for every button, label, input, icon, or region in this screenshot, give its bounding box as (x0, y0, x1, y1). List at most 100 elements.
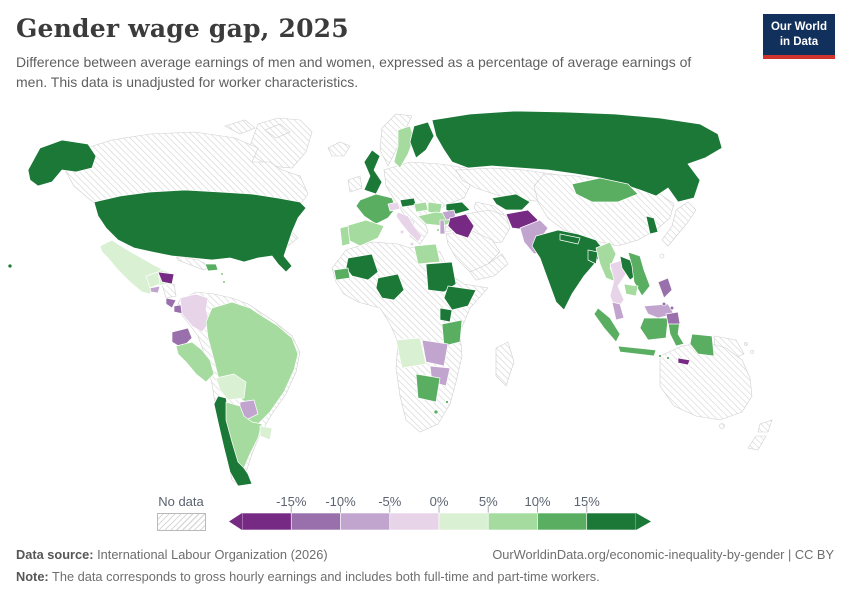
country-zambia[interactable] (421, 339, 449, 367)
legend-arrow-right (636, 513, 651, 530)
legend-tick-label: 10% (524, 494, 551, 509)
country-costa-rica[interactable] (165, 297, 177, 309)
country-iraq[interactable] (447, 213, 475, 239)
country-bangladesh[interactable] (587, 249, 599, 265)
country-indonesia-kalimantan[interactable] (639, 317, 669, 341)
legend-ticks (290, 505, 588, 513)
country-indonesia-java[interactable] (617, 345, 657, 357)
country-austria[interactable] (399, 197, 417, 208)
country-philippines-luzon[interactable] (657, 277, 673, 299)
legend-arrow-left (229, 513, 242, 530)
owid-logo[interactable]: Our World in Data (762, 14, 835, 59)
country-bolivia[interactable] (215, 373, 247, 401)
country-cambodia[interactable] (623, 283, 639, 297)
owid-logo-line1: Our World (770, 21, 827, 33)
country-timor-leste[interactable] (677, 357, 691, 366)
region-png-island (750, 350, 754, 354)
country-mongolia[interactable] (571, 177, 639, 203)
country-peru[interactable] (175, 341, 215, 383)
footer-note-line: Note: The data corresponds to gross hour… (16, 569, 834, 584)
region-new-zealand-south (747, 435, 767, 451)
country-antilles-dot[interactable] (220, 272, 224, 276)
country-malaysia-peninsula[interactable] (611, 301, 625, 321)
country-finland[interactable] (409, 121, 435, 159)
country-indonesia-sulawesi[interactable] (667, 319, 685, 347)
country-eswatini[interactable] (445, 400, 449, 404)
country-lesotho[interactable] (433, 409, 439, 415)
world-map (0, 106, 850, 491)
country-uganda[interactable] (439, 307, 453, 323)
legend-tick-label: -5% (378, 494, 402, 509)
country-spain[interactable] (345, 219, 385, 247)
legend-bin[interactable] (389, 512, 440, 530)
country-cyprus[interactable] (436, 228, 440, 232)
country-united-states-alaska[interactable] (27, 139, 97, 187)
country-dominican-republic[interactable] (204, 263, 219, 272)
country-ethiopia[interactable] (443, 285, 477, 311)
legend-no-data-swatch[interactable] (157, 513, 206, 531)
region-nicaragua (161, 283, 177, 299)
country-tanzania[interactable] (441, 319, 463, 347)
country-vietnam[interactable] (627, 251, 651, 297)
country-angola[interactable] (395, 337, 427, 369)
country-united-states[interactable] (93, 189, 307, 273)
country-nepal[interactable] (559, 233, 581, 245)
country-portugal[interactable] (339, 225, 351, 247)
country-indonesia-papua[interactable] (689, 333, 715, 357)
country-india[interactable] (531, 229, 605, 311)
country-uruguay[interactable] (259, 425, 273, 441)
country-antilles-dot[interactable] (222, 280, 226, 284)
legend-bin[interactable] (537, 512, 588, 530)
legend-bin[interactable] (487, 512, 538, 530)
country-el-salvador[interactable] (149, 285, 161, 294)
country-russia[interactable] (431, 110, 723, 203)
legend-tick-label: -10% (325, 494, 356, 509)
region-cuba (175, 255, 211, 271)
region-ireland (347, 175, 363, 193)
region-iceland (327, 141, 351, 157)
country-guatemala[interactable] (145, 271, 161, 289)
legend-bin[interactable] (290, 512, 341, 530)
country-colombia[interactable] (179, 293, 211, 333)
country-indonesia-island[interactable] (658, 354, 662, 358)
country-argentina[interactable] (225, 401, 263, 469)
footer-source-line: OurWorldinData.org/economic-inequality-b… (16, 547, 834, 562)
country-uzbekistan[interactable] (491, 193, 531, 211)
country-philippines-mindanao[interactable] (665, 311, 681, 325)
country-sweden[interactable] (393, 125, 415, 169)
legend-bin[interactable] (438, 512, 489, 530)
country-philippines-island[interactable] (669, 305, 675, 311)
country-france[interactable] (355, 193, 397, 225)
country-switzerland[interactable] (387, 201, 401, 212)
country-indonesia-sumatra[interactable] (593, 307, 621, 343)
region-yemen-oman (469, 253, 509, 281)
legend-bin[interactable] (241, 512, 292, 530)
footer-note-label: Note: (16, 569, 49, 584)
country-israel[interactable] (439, 219, 446, 235)
country-united-states-hawaii[interactable] (7, 263, 13, 269)
data-regions (7, 110, 723, 487)
country-botswana[interactable] (415, 373, 441, 403)
country-italy[interactable] (395, 211, 423, 243)
legend-bin[interactable] (340, 512, 391, 530)
country-hungary[interactable] (413, 201, 429, 213)
footer-note-text: The data corresponds to gross hourly ear… (48, 569, 600, 584)
legend-bin[interactable] (586, 512, 637, 530)
legend-color-bar[interactable] (228, 500, 652, 530)
legend-tick-label: 5% (478, 494, 498, 509)
country-united-kingdom[interactable] (363, 149, 383, 195)
country-egypt[interactable] (413, 243, 441, 265)
country-south-korea[interactable] (645, 215, 659, 235)
region-png-island (744, 342, 748, 346)
country-honduras[interactable] (157, 271, 175, 285)
country-italy-sardinia[interactable] (399, 229, 405, 235)
region-taiwan (659, 253, 665, 259)
country-philippines-island[interactable] (661, 301, 667, 307)
footer-attribution[interactable]: OurWorldinData.org/economic-inequality-b… (492, 547, 834, 562)
country-nigeria[interactable] (375, 273, 405, 301)
legend-bar-segments (229, 512, 651, 530)
country-indonesia-island[interactable] (666, 356, 670, 360)
country-senegal[interactable] (333, 267, 351, 281)
country-italy-sicily[interactable] (409, 241, 415, 247)
